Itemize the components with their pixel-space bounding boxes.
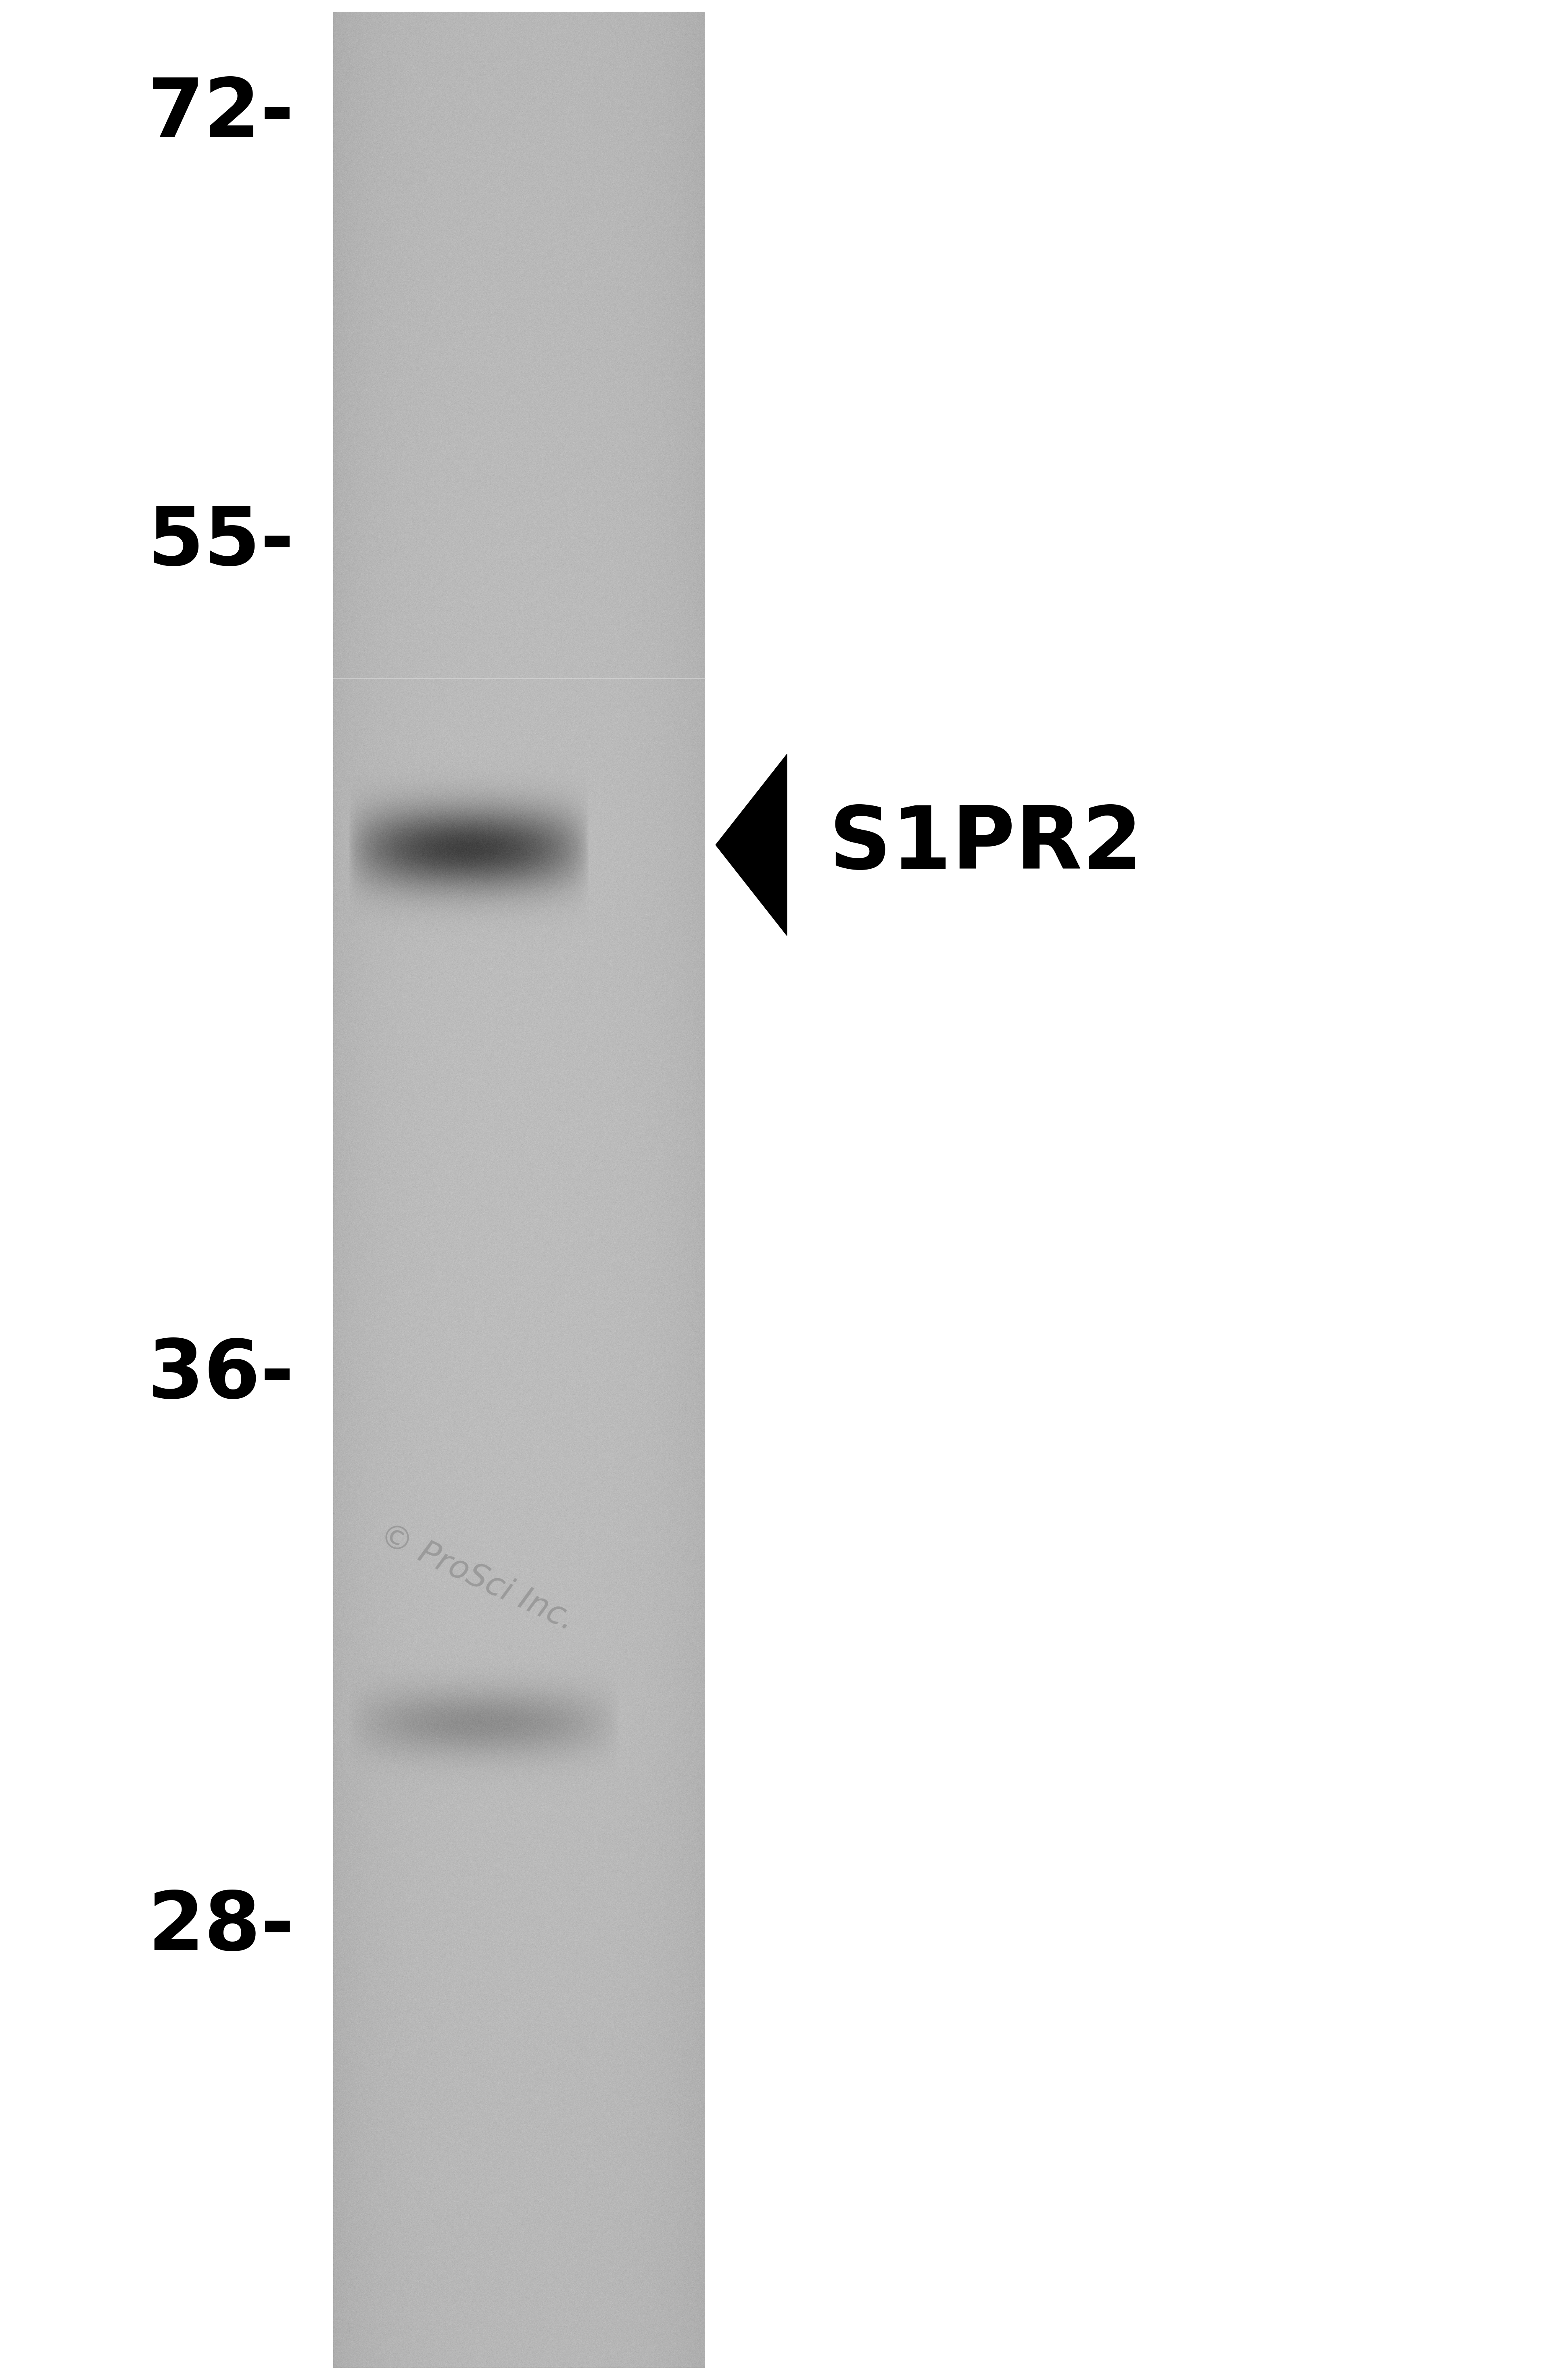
Text: 28-: 28-: [147, 1887, 294, 1968]
Text: 36-: 36-: [147, 1335, 294, 1416]
Polygon shape: [716, 754, 787, 935]
Text: 72-: 72-: [147, 74, 294, 155]
Text: S1PR2: S1PR2: [829, 802, 1143, 888]
Text: © ProSci Inc.: © ProSci Inc.: [375, 1518, 579, 1637]
Text: 55-: 55-: [147, 502, 294, 583]
